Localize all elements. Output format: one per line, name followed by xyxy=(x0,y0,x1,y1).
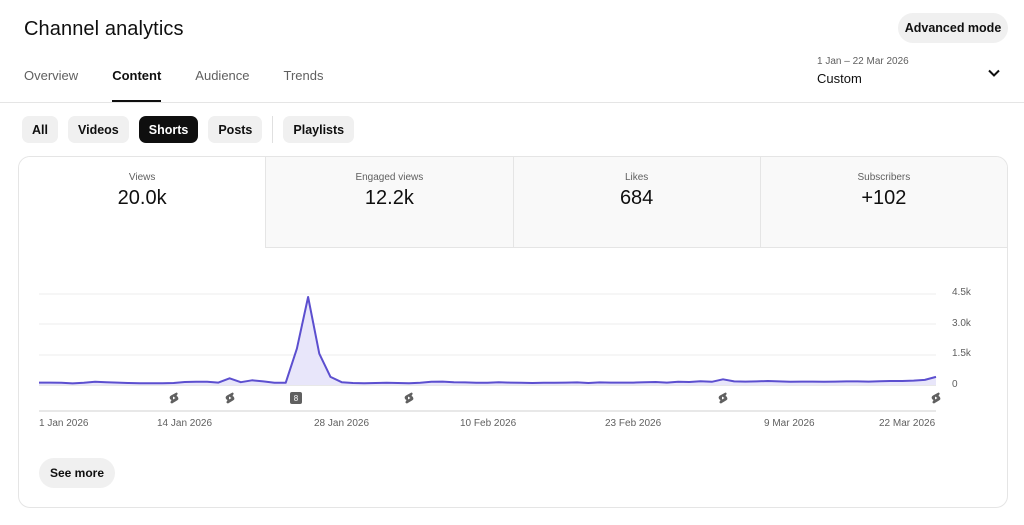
y-tick: 4.5k xyxy=(952,287,971,298)
y-tick: 3.0k xyxy=(952,318,971,329)
y-tick: 0 xyxy=(952,379,958,390)
chip-divider xyxy=(272,116,274,143)
tab-overview[interactable]: Overview xyxy=(24,68,79,83)
metric-subscribers[interactable]: Subscribers +102 xyxy=(759,157,1007,248)
chip-all[interactable]: All xyxy=(22,116,58,143)
x-tick: 9 Mar 2026 xyxy=(764,418,815,429)
metric-label: Likes xyxy=(624,172,649,183)
views-chart[interactable]: 4.5k 3.0k 1.5k 0 1 Jan 2026 14 Jan 2026 … xyxy=(19,248,1007,448)
header-divider xyxy=(0,102,1024,103)
content-type-filters: All Videos Shorts Posts Playlists xyxy=(22,116,364,143)
metric-value: 20.0k xyxy=(117,187,167,209)
date-preset-text: Custom xyxy=(817,71,862,86)
shorts-icon[interactable] xyxy=(929,391,943,405)
x-tick: 14 Jan 2026 xyxy=(157,418,213,429)
tab-trends[interactable]: Trends xyxy=(283,68,324,83)
x-tick: 22 Mar 2026 xyxy=(879,418,936,429)
chip-posts[interactable]: Posts xyxy=(208,116,263,143)
metric-views[interactable]: Views 20.0k xyxy=(19,157,266,248)
shorts-icon[interactable] xyxy=(223,391,237,405)
metric-value: 684 xyxy=(619,187,654,209)
tab-bar: Overview Content Audience Trends xyxy=(24,68,358,102)
chip-shorts[interactable]: Shorts xyxy=(138,116,199,143)
date-range-selector[interactable]: 1 Jan – 22 Mar 2026 Custom xyxy=(817,56,1007,92)
metric-label: Engaged views xyxy=(355,172,424,183)
shorts-icon[interactable] xyxy=(402,391,416,405)
analytics-card: Views 20.0k Engaged views 12.2k Likes 68… xyxy=(18,156,1008,508)
tab-audience[interactable]: Audience xyxy=(195,68,250,83)
metric-tabs: Views 20.0k Engaged views 12.2k Likes 68… xyxy=(19,157,1007,248)
chevron-down-icon xyxy=(988,69,1000,77)
chip-videos[interactable]: Videos xyxy=(67,116,129,143)
shorts-icon[interactable] xyxy=(716,391,730,405)
metric-value: +102 xyxy=(861,187,907,209)
y-tick: 1.5k xyxy=(952,348,971,359)
page-title: Channel analytics xyxy=(24,18,184,40)
chart-plot xyxy=(39,293,937,412)
tab-content[interactable]: Content xyxy=(112,68,162,102)
upload-count-badge[interactable]: 8 xyxy=(290,392,302,404)
x-tick: 1 Jan 2026 xyxy=(39,418,89,429)
see-more-button[interactable]: See more xyxy=(39,458,115,488)
chip-playlists[interactable]: Playlists xyxy=(283,116,355,143)
x-tick: 23 Feb 2026 xyxy=(605,418,662,429)
shorts-icon[interactable] xyxy=(167,391,181,405)
date-range-text: 1 Jan – 22 Mar 2026 xyxy=(817,56,909,67)
metric-engaged-views[interactable]: Engaged views 12.2k xyxy=(265,157,513,248)
metric-label: Subscribers xyxy=(857,172,911,183)
advanced-mode-button[interactable]: Advanced mode xyxy=(898,13,1008,43)
metric-value: 12.2k xyxy=(364,187,414,209)
metric-likes[interactable]: Likes 684 xyxy=(512,157,760,248)
x-tick: 10 Feb 2026 xyxy=(460,418,517,429)
metric-label: Views xyxy=(128,172,156,183)
x-tick: 28 Jan 2026 xyxy=(314,418,370,429)
